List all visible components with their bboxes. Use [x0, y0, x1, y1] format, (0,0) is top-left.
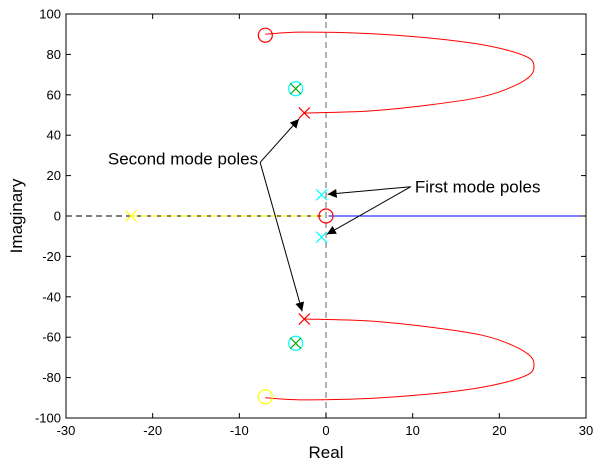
- annotation-arrow-0-0: [259, 118, 300, 163]
- y-tick-label-5: 0: [54, 209, 61, 224]
- y-axis-title: Imaginary: [7, 178, 26, 253]
- x-tick-label-2: -10: [230, 423, 249, 438]
- annotation-arrow-1-0: [327, 186, 411, 198]
- pole-marker-5: [289, 82, 302, 95]
- y-tick-label-2: -60: [42, 330, 61, 345]
- y-tick-label-10: 100: [39, 7, 61, 22]
- pole-marker-0: [298, 107, 311, 119]
- y-tick-label-1: -80: [42, 370, 61, 385]
- annotation-arrow-0-1: [259, 162, 305, 312]
- annotation-arrow-1-1: [326, 186, 412, 235]
- y-tick-label-0: -100: [35, 411, 61, 426]
- y-tick-label-3: -40: [42, 289, 61, 304]
- locus-upper-branch: [265, 31, 535, 114]
- x-tick-label-6: 30: [579, 423, 593, 438]
- axis-ticks: -30 -20 -10 0 10 20 30-100-80-60-40-2002040608…: [35, 7, 593, 439]
- pole-marker-4: [125, 210, 137, 222]
- x-tick-label-0: -30: [57, 423, 76, 438]
- annotation-text-1: First mode poles: [415, 178, 541, 197]
- locus-lower-branch: [265, 318, 535, 401]
- pole-marker-3: [315, 231, 328, 244]
- zero-marker-2: [318, 208, 334, 224]
- y-tick-label-8: 60: [47, 87, 61, 102]
- x-tick-label-4: 10: [405, 423, 419, 438]
- y-tick-label-9: 80: [47, 47, 61, 62]
- zero-marker-0: [257, 27, 273, 43]
- annotation-text-0: Second mode poles: [108, 149, 258, 168]
- annotations: Second mode poles First mode poles: [108, 118, 541, 312]
- pole-marker-2: [315, 188, 328, 201]
- x-tick-label-5: 20: [492, 423, 506, 438]
- pole-marker-6: [289, 337, 302, 350]
- y-tick-label-4: -20: [42, 249, 61, 264]
- y-tick-label-7: 40: [47, 128, 61, 143]
- y-tick-label-6: 20: [47, 168, 61, 183]
- zero-marker-3: [288, 81, 304, 97]
- zero-marker-1: [257, 389, 273, 405]
- x-tick-label-1: -20: [143, 423, 162, 438]
- zero-marker-4: [288, 335, 304, 351]
- pole-marker-1: [298, 313, 311, 325]
- x-axis-title: Real: [309, 443, 344, 462]
- x-tick-label-3: 0: [322, 423, 329, 438]
- data-layer: [66, 14, 586, 418]
